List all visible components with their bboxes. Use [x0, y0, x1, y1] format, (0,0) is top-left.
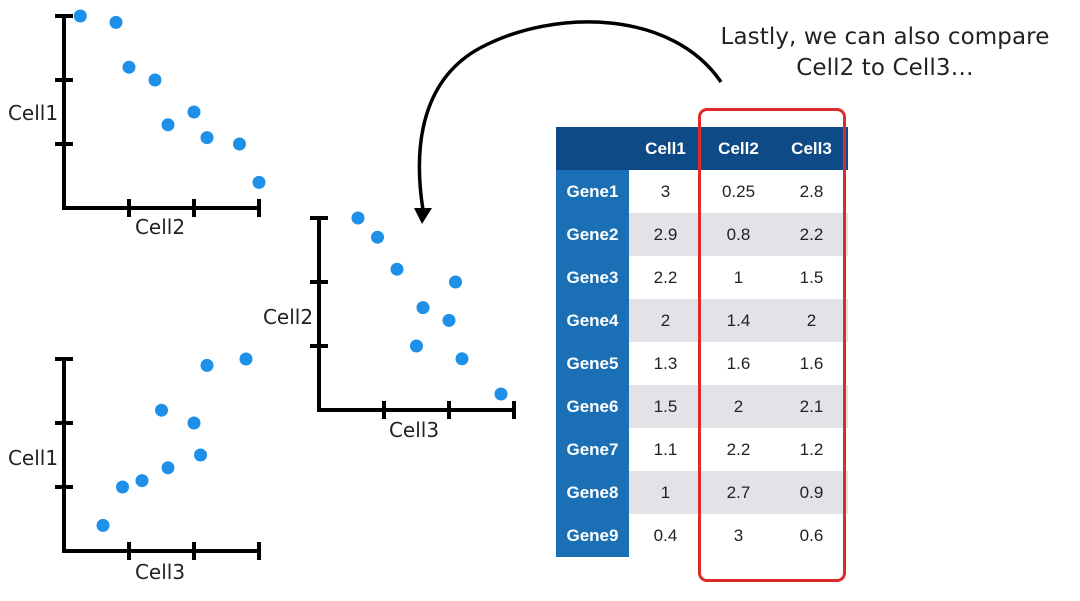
data-point: [233, 137, 246, 151]
scatter-plots: Cell2 Cell1 Cell3 Cell2 Cell3 Cell1: [8, 9, 516, 584]
data-point: [442, 313, 456, 327]
data-point: [200, 358, 214, 372]
arrow-curve: [417, 20, 723, 211]
table-cell: 1.6: [702, 342, 775, 385]
scatter-plot-1: Cell2 Cell1: [8, 9, 266, 239]
row-header-gene: Gene4: [556, 299, 629, 342]
data-point: [135, 474, 149, 488]
row-header-gene: Gene8: [556, 471, 629, 514]
data-point: [351, 211, 365, 225]
table-cell: 2.8: [775, 170, 848, 213]
caption-line-1: Lastly, we can also compare: [720, 24, 1050, 50]
table-cell: 1.6: [775, 342, 848, 385]
table-row: Gene6 1.5 2 2.1: [556, 385, 848, 428]
data-point: [109, 15, 123, 29]
table-row: Gene8 1 2.7 0.9: [556, 471, 848, 514]
x-axis-label: Cell2: [135, 215, 185, 239]
table-row: Gene5 1.3 1.6 1.6: [556, 342, 848, 385]
row-header-gene: Gene9: [556, 514, 629, 557]
table-header-row: Cell1 Cell2 Cell3: [556, 127, 848, 170]
data-point: [73, 9, 87, 23]
table-row: Gene3 2.2 1 1.5: [556, 256, 848, 299]
expression-table: Cell1 Cell2 Cell3 Gene1 3 0.25 2.8 Gene2 2.9 0…: [556, 127, 848, 557]
data-point: [416, 301, 430, 315]
table-cell: 2: [702, 385, 775, 428]
data-point: [161, 461, 175, 475]
table-row: Gene9 0.4 3 0.6: [556, 514, 848, 557]
caption: Lastly, we can also compare Cell2 to Cel…: [700, 22, 1070, 84]
data-point: [390, 262, 404, 276]
scatter-plot-3: Cell3 Cell1: [8, 352, 261, 584]
table-row: Gene4 2 1.4 2: [556, 299, 848, 342]
row-header-gene: Gene1: [556, 170, 629, 213]
data-point: [155, 403, 168, 417]
table-cell: 0.25: [702, 170, 775, 213]
table-row: Gene2 2.9 0.8 2.2: [556, 213, 848, 256]
table-cell: 2.2: [629, 256, 702, 299]
table-cell: 1.5: [629, 385, 702, 428]
table-cell: 1.5: [775, 256, 848, 299]
table-cell: 2.2: [775, 213, 848, 256]
table-cell: 1.2: [775, 428, 848, 471]
data-point: [116, 480, 129, 494]
scatter-plot-2: Cell3 Cell2: [263, 211, 516, 442]
y-axis-label: Cell1: [8, 101, 58, 125]
row-header-gene: Gene5: [556, 342, 629, 385]
data-point: [161, 118, 175, 132]
table-cell: 2: [629, 299, 702, 342]
table-row: Gene1 3 0.25 2.8: [556, 170, 848, 213]
table-cell: 1.4: [702, 299, 775, 342]
data-point: [371, 230, 384, 244]
y-axis-label: Cell2: [263, 305, 313, 329]
table-corner-cell: [556, 127, 629, 170]
table-cell: 2.1: [775, 385, 848, 428]
table-cell: 0.9: [775, 471, 848, 514]
row-header-gene: Gene3: [556, 256, 629, 299]
table-cell: 1.1: [629, 428, 702, 471]
row-header-gene: Gene6: [556, 385, 629, 428]
table-cell: 2: [775, 299, 848, 342]
data-point: [449, 275, 462, 289]
row-header-gene: Gene2: [556, 213, 629, 256]
x-axis-label: Cell3: [135, 560, 185, 584]
table-cell: 2.9: [629, 213, 702, 256]
column-header-cell2: Cell2: [702, 127, 775, 170]
table-cell: 2.2: [702, 428, 775, 471]
table-cell: 0.4: [629, 514, 702, 557]
table-cell: 2.7: [702, 471, 775, 514]
x-axis-label: Cell3: [389, 418, 439, 442]
table-cell: 1.3: [629, 342, 702, 385]
table-body: Gene1 3 0.25 2.8 Gene2 2.9 0.8 2.2 Gene3 2.2 1 1.5 G…: [556, 170, 848, 557]
table-cell: 3: [629, 170, 702, 213]
y-axis-label: Cell1: [8, 446, 58, 470]
table-cell: 1: [629, 471, 702, 514]
data-point: [494, 387, 508, 401]
table-cell: 3: [702, 514, 775, 557]
data-point: [187, 105, 201, 119]
data-point: [410, 339, 423, 353]
data-point: [252, 175, 266, 189]
data-point: [200, 131, 214, 145]
data-point: [239, 352, 253, 366]
caption-line-2: Cell2 to Cell3…: [796, 55, 974, 81]
data-point: [455, 352, 469, 366]
data-point: [194, 448, 207, 462]
table-cell: 0.8: [702, 213, 775, 256]
data-point: [96, 518, 110, 532]
data-point: [187, 416, 201, 430]
data-point: [148, 73, 162, 87]
table-cell: 0.6: [775, 514, 848, 557]
column-header-cell1: Cell1: [629, 127, 702, 170]
table-row: Gene7 1.1 2.2 1.2: [556, 428, 848, 471]
data-point: [122, 60, 136, 74]
table-cell: 1: [702, 256, 775, 299]
arrow-head: [414, 208, 432, 224]
cell2-cell3-highlight-box: [698, 108, 846, 582]
row-header-gene: Gene7: [556, 428, 629, 471]
column-header-cell3: Cell3: [775, 127, 848, 170]
